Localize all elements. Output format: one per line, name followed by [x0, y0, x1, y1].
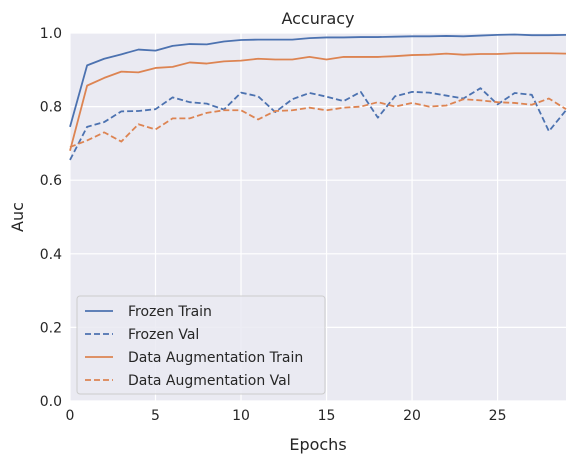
- legend-label-frozen-train: Frozen Train: [128, 304, 212, 320]
- series-line-frozen-train: [69, 33, 567, 128]
- chart-title: Accuracy: [281, 9, 354, 28]
- y-tick-label: 1.0: [40, 26, 62, 42]
- y-tick-label: 0.0: [40, 394, 62, 410]
- x-tick-label: 25: [489, 408, 507, 424]
- legend-label-data-augmentation-train: Data Augmentation Train: [128, 350, 303, 366]
- legend-label-frozen-val: Frozen Val: [128, 327, 199, 343]
- y-tick-label: 0.4: [40, 247, 62, 263]
- legend: Frozen Train Frozen Val Data Augmentatio…: [76, 295, 326, 395]
- y-tick-label: 0.8: [40, 100, 62, 116]
- x-tick-label: 0: [66, 408, 75, 424]
- x-tick-label: 20: [403, 408, 421, 424]
- series-line-data-augmentation-val: [69, 97, 567, 148]
- y-axis-ticks: 0.0 0.2 0.4 0.6 0.8 1.0: [40, 26, 62, 410]
- x-axis-ticks: 0 5 10 15 20 25: [66, 408, 507, 424]
- y-axis-label: Auc: [8, 202, 27, 232]
- series-layer: [69, 33, 567, 161]
- legend-box: [76, 295, 326, 395]
- y-tick-label: 0.2: [40, 320, 62, 336]
- y-tick-label: 0.6: [40, 173, 62, 189]
- x-tick-label: 10: [232, 408, 250, 424]
- legend-label-data-augmentation-val: Data Augmentation Val: [128, 373, 291, 389]
- x-tick-label: 5: [151, 408, 160, 424]
- x-tick-label: 15: [318, 408, 336, 424]
- x-axis-label: Epochs: [289, 435, 346, 454]
- series-line-data-augmentation-train: [69, 52, 567, 151]
